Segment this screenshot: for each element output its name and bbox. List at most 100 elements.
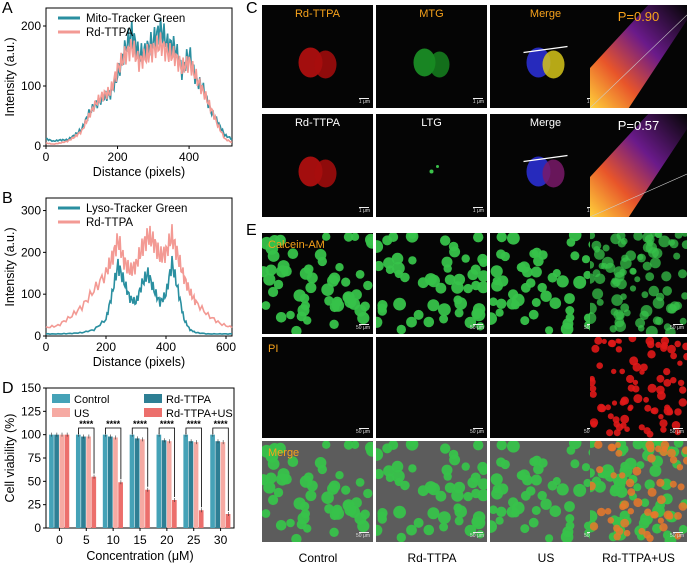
- micro-e-1-2: 50 μm: [490, 337, 601, 438]
- scale-text: 50 μm: [470, 325, 484, 331]
- bar-Rd-TTPA: [81, 436, 86, 528]
- x-axis-label: Distance (pixels): [93, 165, 185, 179]
- scale-text: 1 μm: [472, 208, 484, 214]
- y-tick-label: 0: [34, 521, 41, 535]
- scale-bar: [473, 324, 483, 325]
- micro-c-1-3: P=0.57: [590, 114, 687, 217]
- x-tick-label: 25: [187, 533, 201, 547]
- bar-Rd-TTPA+US: [118, 482, 123, 528]
- significance-mark: ****: [79, 419, 94, 429]
- panel-letter-c: C: [246, 0, 258, 17]
- y-tick-label: 100: [21, 79, 41, 93]
- bar-Control: [129, 434, 135, 528]
- micro-label-1-0: Rd-TTPA: [294, 117, 341, 129]
- bar-US: [166, 441, 172, 528]
- micro-c-0-3: P=0.90: [590, 5, 687, 108]
- x-tick-label: 30: [214, 533, 228, 547]
- micro-label-0-1: MTG: [419, 8, 444, 20]
- micrograph-image: [413, 48, 450, 78]
- x-tick-label: 5: [83, 533, 90, 547]
- scale-bar: [473, 98, 483, 99]
- scale-text: 50 μm: [470, 429, 484, 435]
- x-tick-label: 10: [106, 533, 120, 547]
- x-tick-label: 0: [56, 533, 63, 547]
- micrograph-image: [262, 233, 373, 334]
- y-axis-label: Cell viability (%): [3, 414, 17, 503]
- legend-label-1: Rd-TTPA: [166, 394, 212, 406]
- col-label-0: Control: [298, 551, 338, 565]
- micrograph-image: [262, 337, 373, 438]
- scale-bar: [473, 207, 483, 208]
- scale-text: 1 μm: [358, 208, 370, 214]
- plot-frame: [45, 197, 233, 337]
- bar-Control: [102, 434, 108, 528]
- plot-frame: [45, 7, 233, 147]
- x-axis-label: Concentration (μM): [86, 549, 193, 563]
- scale-bar: [673, 428, 683, 429]
- x-tick-label: 400: [179, 150, 199, 164]
- legend-label-3: Rd-TTPA+US: [166, 408, 233, 420]
- bar-Control: [156, 434, 162, 528]
- micrograph-image: [590, 441, 687, 542]
- significance-mark: ****: [214, 419, 229, 429]
- bar-Rd-TTPA+US: [64, 434, 70, 528]
- y-tick-label: 75: [28, 451, 42, 465]
- micro-label-1-1: LTG: [421, 117, 442, 129]
- row-label-1: PI: [268, 343, 279, 355]
- scale-text: 1 μm: [358, 99, 370, 105]
- micro-e-1-0: PI 50 μm: [262, 337, 373, 438]
- scale-text: 50 μm: [670, 325, 684, 331]
- y-axis-label: Intensity (a.u.): [3, 37, 17, 116]
- bar-US: [220, 442, 226, 528]
- significance-bracket: [158, 427, 176, 497]
- micrograph-image: [376, 441, 487, 542]
- col-label-1: Rd-TTPA: [407, 551, 457, 565]
- bar-US: [59, 434, 65, 528]
- legend-label-1: Rd-TTPA: [86, 217, 133, 229]
- bar-Rd-TTPA+US: [145, 489, 150, 528]
- micrograph-image: [376, 337, 487, 438]
- significance-bracket: [78, 427, 95, 474]
- scale-bar: [473, 428, 483, 429]
- chart-b-lyso-profile: 0 200 400 600 0 100 200 300 Distance (pixels) Int…: [3, 197, 236, 369]
- scale-bar: [673, 324, 683, 325]
- bar-Rd-TTPA+US: [225, 514, 231, 528]
- bar-US: [86, 436, 91, 528]
- bar-Rd-TTPA: [54, 434, 59, 528]
- row-label-2: Merge: [268, 447, 300, 459]
- y-tick-label: 100: [21, 287, 41, 301]
- micro-c-0-1: MTG 1 μm: [376, 5, 487, 108]
- chart-d-cell-viability: 0 5 **** 10 **** 15 **** 20 **** 25 **** 30 **** 0 25 5…: [3, 381, 235, 563]
- scale-bar: [359, 324, 369, 325]
- legend-label-0: Mito-Tracker Green: [86, 13, 185, 25]
- bar-Rd-TTPA+US: [172, 500, 177, 528]
- p-value-1: P=0.57: [617, 118, 660, 133]
- scale-bar: [359, 532, 369, 533]
- significance-bracket: [104, 427, 122, 480]
- y-axis-label: Intensity (a.u.): [3, 227, 17, 306]
- significance-mark: ****: [160, 419, 175, 429]
- scale-bar: [473, 532, 483, 533]
- micro-label-0-0: Rd-TTPA: [294, 8, 341, 20]
- significance-bracket: [185, 427, 202, 508]
- significance-mark: ****: [106, 419, 121, 429]
- micro-e-2-0: Merge 50 μm: [262, 441, 373, 542]
- scale-text: 50 μm: [356, 325, 370, 331]
- significance-mark: ****: [133, 419, 148, 429]
- y-tick-label: 25: [28, 498, 42, 512]
- micro-label-0-2: Merge: [529, 8, 562, 20]
- y-tick-label: 300: [21, 204, 41, 218]
- scale-bar: [359, 428, 369, 429]
- scale-bar: [359, 207, 369, 208]
- micro-c-1-1: LTG 1 μm: [376, 114, 487, 217]
- bar-Rd-TTPA+US: [198, 510, 204, 528]
- x-axis-label: Distance (pixels): [93, 355, 185, 369]
- legend-label-0: Control: [74, 394, 109, 406]
- x-tick-label: 600: [216, 340, 236, 354]
- significance-bracket: [131, 427, 149, 487]
- micro-e-2-2: 50 μm: [490, 441, 601, 542]
- bar-Control: [75, 434, 81, 528]
- micro-e-0-1: 50 μm: [376, 233, 487, 334]
- x-tick-label: 200: [108, 150, 128, 164]
- bar-Rd-TTPA+US: [91, 476, 97, 528]
